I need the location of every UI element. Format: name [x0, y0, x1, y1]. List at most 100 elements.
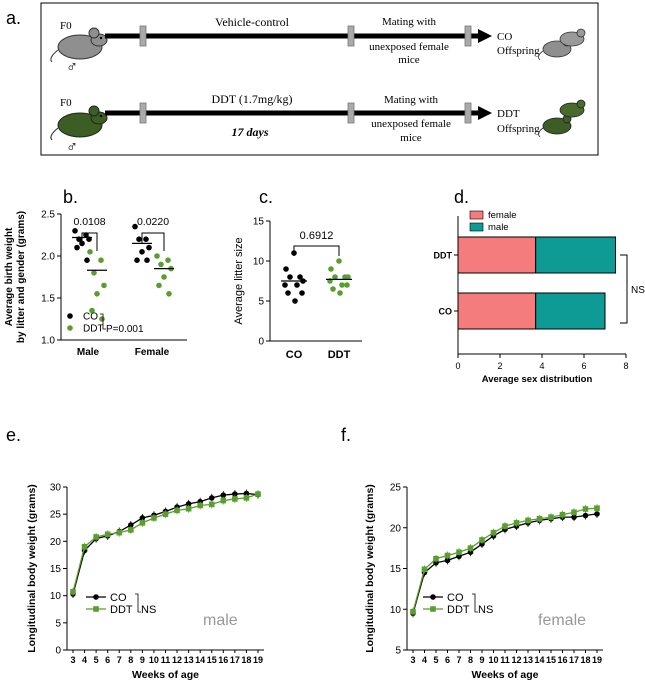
f-data-point	[513, 523, 520, 529]
f-data-point	[525, 520, 531, 526]
row2-mouse-label: F0	[60, 97, 72, 109]
f-xtick-label: 9	[479, 655, 484, 665]
e-data-point	[197, 498, 203, 505]
e-legend-bracket	[135, 593, 141, 613]
c-pvalue: 0.6912	[300, 230, 334, 242]
b-data-point	[91, 270, 97, 276]
e-data-point	[139, 515, 146, 521]
f-legend-ddt-label: DDT	[447, 604, 470, 616]
row2-marker-1	[139, 102, 147, 124]
b-data-point	[89, 307, 95, 314]
f-sex-label: female	[538, 612, 586, 629]
e-ytick-label: 30	[50, 483, 62, 494]
d-xlabel: Average sex distribution	[482, 374, 593, 385]
f-data-point	[433, 555, 439, 562]
d-xtick-label: 4	[539, 361, 544, 371]
b-pvalue: 0.0220	[137, 216, 169, 228]
panel-a-letter: a.	[6, 8, 22, 28]
e-data-point	[104, 533, 111, 539]
f-xtick-label: 12	[511, 655, 521, 665]
f-data-point	[559, 511, 566, 518]
e-legend-annotation: NS	[141, 604, 156, 616]
e-data-point	[139, 520, 146, 526]
f-data-point	[571, 514, 577, 520]
row1-marker-2	[347, 25, 355, 47]
row2-marker-3	[464, 102, 472, 124]
f-xtick-label: 18	[580, 655, 590, 665]
e-data-point	[116, 528, 123, 535]
e-data-point	[70, 591, 76, 597]
b-data-point	[84, 257, 90, 264]
f-data-point	[582, 512, 589, 519]
f-data-point	[548, 515, 554, 522]
e-xtick-label: 6	[105, 655, 110, 665]
b-ylabel-2: by litter and gender (grams)	[16, 211, 27, 343]
f-data-point	[421, 566, 428, 573]
e-xtick-label: 14	[195, 655, 205, 665]
f-xtick-label: 11	[500, 655, 510, 665]
c-data-point	[337, 290, 343, 296]
e-data-point	[128, 522, 134, 528]
f-ylabel: Longitudinal body weight (grams)	[364, 484, 376, 653]
row1-mouse-label: F0	[60, 20, 72, 32]
e-data-point	[243, 490, 250, 497]
e-data-point	[208, 501, 215, 508]
row2-duration: 17 days	[232, 125, 269, 139]
row2-treatment: DDT (1.7mg/kg)	[211, 92, 292, 106]
e-data-point	[220, 492, 227, 498]
e-data-point	[208, 495, 215, 501]
f-xtick-label: 6	[445, 655, 450, 665]
c-category-label: DDT	[328, 349, 351, 361]
f-data-point	[490, 533, 497, 539]
b-ytick-label: 2.5	[41, 210, 55, 221]
b-ylabel-1: Average birth weight	[4, 227, 15, 326]
b-legend-co-marker	[67, 313, 73, 319]
e-data-point	[104, 531, 111, 538]
f-data-point	[502, 526, 508, 533]
f-data-point	[571, 509, 577, 516]
c-data-point	[285, 290, 291, 296]
e-xtick-label: 9	[140, 655, 145, 665]
f-ytick-label: 5	[395, 646, 401, 657]
c-data-point	[330, 286, 336, 292]
row2-arrowhead	[478, 106, 492, 120]
b-legend-ddt-label: DDT	[83, 324, 104, 335]
b-data-point	[99, 316, 105, 322]
b-data-point	[94, 291, 100, 297]
b-data-point	[83, 232, 89, 238]
e-xtick-label: 17	[230, 655, 240, 665]
c-data-point	[283, 266, 289, 272]
b-legend-ddt-marker	[67, 325, 73, 331]
row1-mating-3: mice	[398, 54, 419, 66]
f-data-point	[513, 520, 520, 526]
e-data-point	[243, 495, 250, 501]
b-ytick-label: 1.5	[41, 294, 55, 305]
f-data-point	[525, 517, 531, 524]
d-legend-female-label: female	[488, 210, 517, 221]
f-ytick-label: 15	[390, 564, 402, 575]
f-series-line	[412, 513, 598, 614]
f-xtick-label: 8	[468, 655, 473, 665]
e-data-point	[255, 491, 261, 497]
mouse-green-icon	[50, 105, 108, 141]
b-data-point	[101, 282, 107, 289]
b-data-point	[79, 240, 85, 247]
f-legend-ddt-marker	[430, 606, 436, 612]
e-ytick-label: 25	[50, 510, 62, 521]
e-data-point	[174, 504, 180, 510]
b-data-point	[146, 244, 152, 251]
d-ns-bracket	[620, 254, 628, 324]
offspring-green-icon	[538, 99, 586, 138]
c-data-point	[345, 274, 351, 280]
row1-treatment: Vehicle-control	[215, 15, 290, 29]
b-data-point	[136, 236, 142, 242]
d-legend-male-label: male	[488, 222, 509, 233]
f-data-point	[467, 549, 474, 555]
e-ytick-label: 20	[50, 537, 62, 548]
e-series-line	[72, 493, 259, 593]
row1-sex-symbol: ♂	[66, 59, 78, 76]
b-data-point	[98, 257, 104, 264]
f-xtick-label: 7	[456, 655, 461, 665]
e-ylabel: Longitudinal body weight (grams)	[26, 484, 38, 653]
b-legend-bracket	[100, 313, 106, 330]
